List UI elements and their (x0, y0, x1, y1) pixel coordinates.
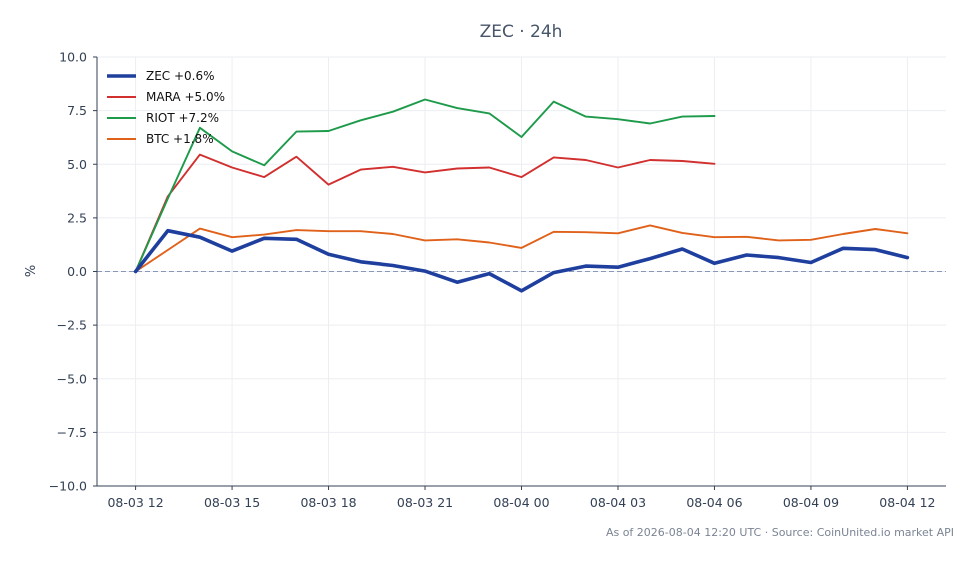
y-tick-label: −10.0 (49, 479, 87, 494)
series-lines (133, 98, 910, 293)
x-tick-label: 08-03 15 (204, 495, 260, 510)
legend-label-riot: RIOT +7.2% (146, 111, 219, 125)
y-tick-label: 10.0 (59, 50, 87, 65)
x-tick-label: 08-04 09 (783, 495, 839, 510)
series-line-riot (134, 98, 716, 273)
x-tick-label: 08-04 03 (590, 495, 646, 510)
x-tick-label: 08-04 12 (879, 495, 935, 510)
x-tick-label: 08-03 21 (397, 495, 453, 510)
series-line-mara (134, 153, 716, 273)
y-tick-label: −5.0 (57, 371, 87, 386)
y-axis-label: % (24, 265, 39, 277)
y-tick-label: −2.5 (57, 318, 87, 333)
y-tick-label: −7.5 (57, 425, 87, 440)
series-line-btc (134, 224, 909, 273)
legend: ZEC +0.6% MARA +5.0% RIOT +7.2% BTC +1.8% (107, 69, 225, 146)
x-tick-label: 08-03 18 (300, 495, 356, 510)
x-tick-label: 08-04 00 (493, 495, 549, 510)
legend-label-btc: BTC +1.8% (146, 132, 214, 146)
x-tick-label: 08-04 06 (686, 495, 742, 510)
y-tick-label: 5.0 (67, 157, 87, 172)
series-line-zec (133, 228, 910, 293)
y-tick-label: 7.5 (67, 103, 87, 118)
chart-title: ZEC · 24h (480, 22, 563, 42)
legend-label-mara: MARA +5.0% (146, 90, 225, 104)
axes: 10.0 7.5 5.0 2.5 0.0 −2.5 −5.0 −7.5 −10.0 08-03 1… (49, 50, 946, 510)
y-tick-label: 2.5 (67, 210, 87, 225)
legend-label-zec: ZEC +0.6% (146, 69, 215, 83)
x-tick-label: 08-03 12 (107, 495, 163, 510)
y-tick-label: 0.0 (67, 264, 87, 279)
source-footer: As of 2026-08-04 12:20 UTC · Source: Coi… (605, 526, 954, 539)
